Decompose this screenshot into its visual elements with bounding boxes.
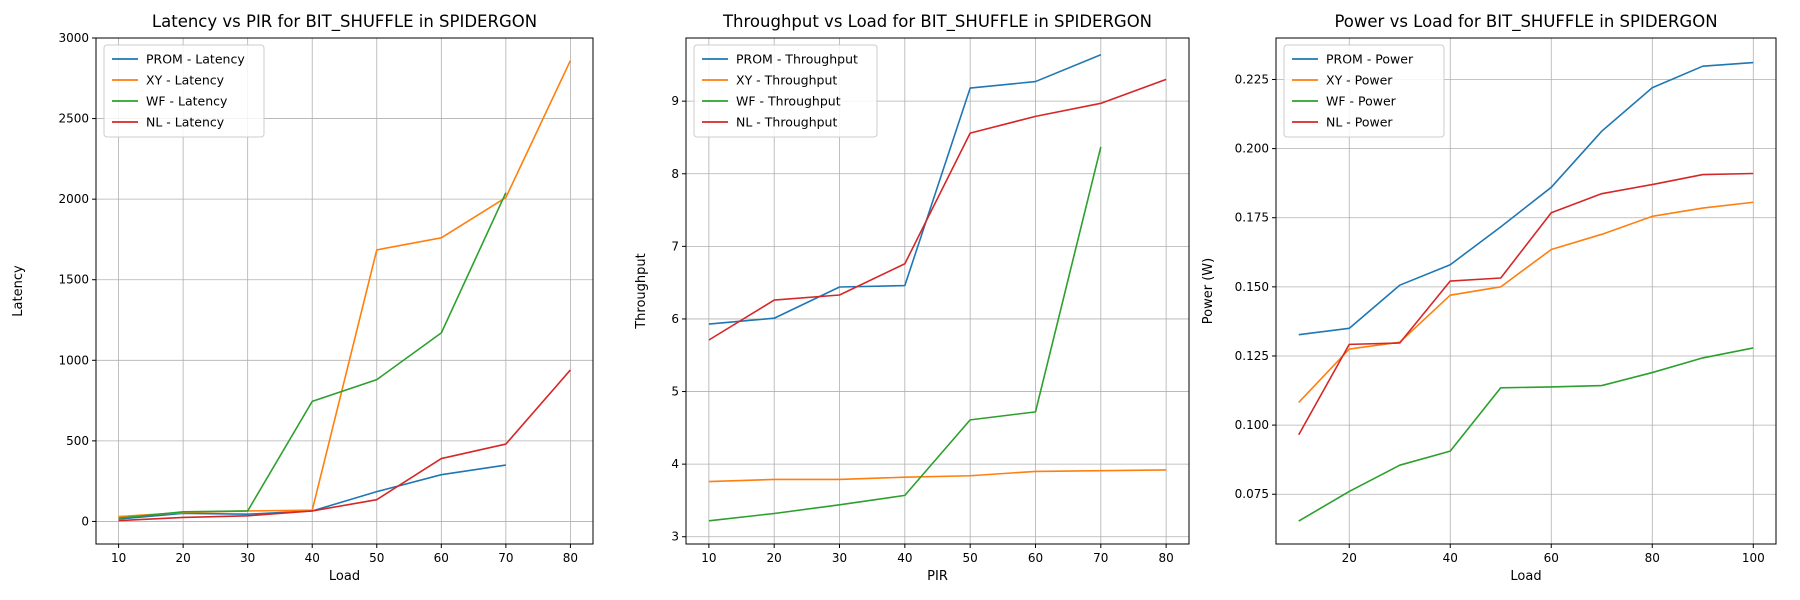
x-tick-label: 10 [701, 551, 716, 565]
x-tick-label: 20 [175, 551, 190, 565]
series-line-prom [708, 53, 1102, 325]
chart-title: Throughput vs Load for BIT_SHUFFLE in SP… [722, 12, 1152, 32]
y-tick-label: 0.075 [1235, 487, 1269, 501]
legend-label: NL - Latency [146, 115, 225, 130]
y-axis-label: Power (W) [1201, 258, 1216, 324]
x-tick-label: 60 [1028, 551, 1043, 565]
x-tick-label: 30 [240, 551, 255, 565]
x-tick-label: 80 [1645, 551, 1660, 565]
x-tick-label: 80 [1158, 551, 1173, 565]
x-tick-label: 70 [1093, 551, 1108, 565]
legend-label: WF - Power [1326, 94, 1397, 109]
plot-frame [685, 37, 1190, 545]
y-axis-label: Latency [11, 265, 26, 317]
plot-frame [1275, 37, 1777, 545]
x-tick-label: 40 [305, 551, 320, 565]
x-tick-label: 10 [111, 551, 126, 565]
y-axis-label: Throughput [634, 253, 649, 330]
x-tick-label: 60 [434, 551, 449, 565]
x-tick-label: 80 [563, 551, 578, 565]
y-tick-label: 1500 [58, 273, 89, 287]
x-tick-label: 50 [369, 551, 384, 565]
x-axis-label: Load [1510, 569, 1541, 584]
legend-label: XY - Throughput [736, 73, 837, 88]
legend-label: XY - Power [1326, 73, 1393, 88]
x-axis-label: PIR [927, 569, 948, 584]
x-tick-label: 60 [1544, 551, 1559, 565]
legend-box [1283, 44, 1445, 138]
legend-label: PROM - Throughput [736, 52, 858, 67]
y-tick-label: 0.175 [1235, 211, 1269, 225]
legend-box [103, 44, 265, 138]
y-tick-label: 0.225 [1235, 72, 1269, 86]
legend-label: NL - Power [1326, 115, 1393, 130]
y-tick-label: 3 [671, 530, 679, 544]
y-tick-label: 500 [66, 434, 89, 448]
y-tick-label: 4 [671, 457, 679, 471]
series-line-nl [1298, 172, 1754, 436]
x-tick-label: 70 [498, 551, 513, 565]
y-tick-label: 9 [671, 94, 679, 108]
x-tick-label: 30 [832, 551, 847, 565]
legend-label: WF - Throughput [736, 94, 841, 109]
series-line-wf [118, 192, 507, 520]
x-axis-label: Load [329, 569, 360, 584]
y-tick-label: 6 [671, 312, 679, 326]
x-tick-label: 20 [767, 551, 782, 565]
series-line-xy [1298, 201, 1754, 403]
chart-3: 20 40 60 80 100 0.075 0.100 0.125 0.150 0.175 0.20… [1201, 12, 1777, 584]
series-line-nl [708, 78, 1167, 341]
y-tick-label: 0.150 [1235, 280, 1269, 294]
y-tick-label: 0.125 [1235, 349, 1269, 363]
legend-label: PROM - Power [1326, 52, 1414, 67]
y-tick-label: 8 [671, 167, 679, 181]
chart-title: Power vs Load for BIT_SHUFFLE in SPIDERG… [1334, 12, 1717, 32]
y-tick-label: 2000 [58, 192, 89, 206]
y-tick-label: 5 [671, 385, 679, 399]
series-line-wf [708, 146, 1102, 522]
x-tick-label: 40 [1443, 551, 1458, 565]
y-tick-label: 2500 [58, 112, 89, 126]
legend-label: NL - Throughput [736, 115, 837, 130]
y-tick-label: 0 [81, 514, 89, 528]
series-line-nl [118, 369, 572, 522]
chart-2: 10 20 30 40 50 60 70 80 3 4 5 6 7 8 9 Throughput vs Loa… [634, 12, 1190, 584]
chart-title: Latency vs PIR for BIT_SHUFFLE in SPIDER… [152, 12, 537, 32]
legend: PROM - Throughput XY - Throughput WF - Thr… [693, 44, 878, 138]
legend: PROM - Power XY - Power WF - Power NL - Pow… [1283, 44, 1445, 138]
series-line-prom [1298, 61, 1754, 336]
y-tick-label: 7 [671, 239, 679, 253]
y-tick-label: 3000 [58, 31, 89, 45]
y-tick-label: 0.100 [1235, 418, 1269, 432]
series-line-xy [708, 469, 1167, 483]
legend-label: XY - Latency [146, 73, 225, 88]
x-tick-label: 50 [963, 551, 978, 565]
y-tick-label: 1000 [58, 353, 89, 367]
y-tick-label: 0.200 [1235, 142, 1269, 156]
legend-label: WF - Latency [146, 94, 228, 109]
x-tick-label: 40 [897, 551, 912, 565]
x-tick-label: 100 [1742, 551, 1765, 565]
x-tick-label: 20 [1342, 551, 1357, 565]
legend: PROM - Latency XY - Latency WF - Latency NL… [103, 44, 265, 138]
chart-1: 10 20 30 40 50 60 70 80 0 500 1000 1500 2000 2500 3000… [11, 12, 594, 584]
legend-box [693, 44, 878, 138]
series-line-wf [1298, 347, 1754, 522]
plot-frame [95, 37, 594, 545]
legend-label: PROM - Latency [146, 52, 245, 67]
